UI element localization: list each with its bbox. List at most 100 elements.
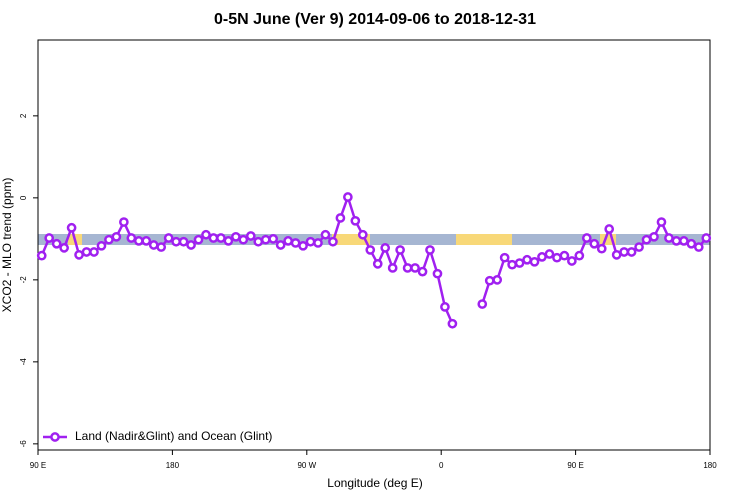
data-point (604, 224, 615, 234)
data-point (380, 243, 391, 253)
data-point (66, 222, 77, 233)
data-point (649, 231, 659, 242)
plot-frame (37, 39, 711, 451)
data-point (148, 240, 159, 250)
data-point (201, 229, 211, 240)
legend-marker (50, 432, 60, 442)
data-point (290, 238, 301, 248)
x-tick-label: 90 E (567, 461, 583, 470)
data-point (693, 242, 704, 252)
data-point (133, 236, 144, 246)
data-point (671, 236, 682, 246)
data-point (395, 245, 405, 255)
data-point (387, 263, 398, 273)
data-point (619, 247, 629, 257)
chart-title: 0-5N June (Ver 9) 2014-09-06 to 2018-12-… (214, 11, 536, 28)
data-point (320, 229, 331, 240)
data-point (343, 192, 353, 202)
x-tick-label: 90 W (297, 461, 316, 470)
data-point (357, 229, 368, 240)
data-point (559, 250, 570, 261)
y-tick-label: -6 (19, 440, 28, 448)
land-band (600, 234, 616, 245)
data-point (178, 236, 189, 247)
data-point (664, 233, 674, 243)
data-point (589, 238, 600, 249)
land-band (456, 234, 512, 245)
data-point (36, 250, 47, 261)
ocean-band (38, 234, 710, 245)
data-point (581, 233, 592, 243)
data-point (611, 249, 622, 260)
data-point (596, 243, 607, 254)
data-point (701, 233, 712, 243)
data-point (126, 233, 137, 243)
y-axis-label: XCO2 - MLO trend (ppm) (0, 178, 14, 313)
data-point (402, 263, 413, 273)
data-point (245, 231, 256, 241)
land-band (332, 234, 370, 245)
data-point (275, 240, 286, 250)
data-point (223, 236, 234, 246)
data-point (335, 213, 346, 223)
data-point (514, 258, 525, 268)
data-point (372, 259, 383, 269)
data-point (74, 249, 84, 260)
data-point (522, 254, 532, 265)
data-point (574, 250, 585, 261)
data-point (686, 238, 697, 249)
data-point (417, 266, 428, 277)
data-point (96, 240, 107, 251)
data-point (283, 236, 293, 246)
data-point (44, 233, 55, 243)
data-point (193, 234, 204, 245)
data-point (51, 238, 62, 249)
data-point (305, 236, 316, 247)
data-point (447, 318, 458, 329)
data-point (410, 263, 420, 273)
data-point (141, 236, 152, 246)
data-point (544, 249, 555, 259)
data-point (119, 217, 129, 227)
data-point (552, 252, 562, 263)
x-tick-label: 90 E (30, 461, 46, 470)
data-point (156, 242, 167, 252)
data-point (298, 240, 308, 251)
data-point (507, 259, 517, 270)
data-point (238, 234, 249, 245)
data-point (477, 299, 488, 309)
data-point (492, 275, 503, 285)
y-tick-label: -2 (19, 276, 28, 284)
data-point (365, 245, 376, 255)
data-point (679, 236, 689, 246)
data-point (231, 231, 241, 242)
data-point (171, 236, 181, 247)
data-point (186, 240, 196, 250)
data-point (111, 231, 122, 242)
data-point (626, 247, 637, 257)
data-point (253, 236, 264, 247)
data-point (656, 217, 667, 227)
x-tick-label: 0 (439, 461, 444, 470)
data-point (328, 236, 338, 247)
legend-label: Land (Nadir&Glint) and Ocean (Glint) (75, 429, 272, 443)
data-point (208, 233, 219, 243)
data-point (59, 243, 69, 253)
data-point (537, 252, 547, 262)
y-tick-label: 0 (19, 195, 28, 200)
data-point (484, 275, 495, 286)
x-axis-label: Longitude (deg E) (327, 476, 422, 490)
data-point (81, 247, 92, 257)
data-point (529, 256, 540, 267)
data-point (163, 233, 174, 243)
x-tick-label: 180 (703, 461, 717, 470)
data-point (567, 256, 577, 266)
data-point (641, 234, 652, 245)
data-line (40, 193, 708, 325)
data-point (89, 247, 99, 257)
data-point (350, 215, 361, 226)
data-point (425, 245, 435, 255)
x-tick-label: 180 (166, 461, 180, 470)
data-point (104, 234, 114, 245)
